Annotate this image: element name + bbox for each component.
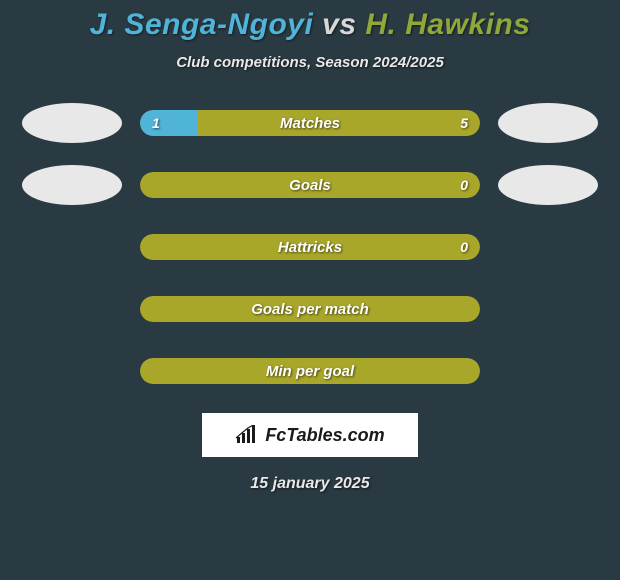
stat-bar: Goals per match bbox=[140, 296, 480, 322]
stat-label: Goals per match bbox=[140, 296, 480, 322]
stat-label: Hattricks bbox=[140, 234, 480, 260]
comparison-card: J. Senga-Ngoyi vs H. Hawkins Club compet… bbox=[0, 0, 620, 493]
stat-bar: Hattricks0 bbox=[140, 234, 480, 260]
vs-text: vs bbox=[322, 8, 356, 41]
stat-row: Goals per match bbox=[0, 289, 620, 329]
brand-logo: FcTables.com bbox=[235, 425, 384, 446]
stat-value-left: 1 bbox=[152, 110, 160, 136]
stat-label: Matches bbox=[140, 110, 480, 136]
subtitle: Club competitions, Season 2024/2025 bbox=[0, 54, 620, 71]
stat-value-right: 0 bbox=[460, 172, 468, 198]
stat-row: Matches1 5 bbox=[0, 103, 620, 143]
stat-label: Goals bbox=[140, 172, 480, 198]
player2-avatar bbox=[498, 165, 598, 205]
brand-box: FcTables.com bbox=[202, 413, 418, 457]
stat-row: Min per goal bbox=[0, 351, 620, 391]
player1-name: J. Senga-Ngoyi bbox=[90, 8, 314, 41]
player1-avatar bbox=[22, 165, 122, 205]
stat-bar: Matches1 5 bbox=[140, 110, 480, 136]
player2-name: H. Hawkins bbox=[365, 8, 530, 41]
stat-row: Goals0 bbox=[0, 165, 620, 205]
stat-bar: Goals0 bbox=[140, 172, 480, 198]
player1-avatar bbox=[22, 103, 122, 143]
stat-row: Hattricks0 bbox=[0, 227, 620, 267]
brand-text: FcTables.com bbox=[265, 425, 384, 446]
stat-value-right: 5 bbox=[460, 110, 468, 136]
chart-icon bbox=[235, 425, 261, 445]
stat-value-right: 0 bbox=[460, 234, 468, 260]
title: J. Senga-Ngoyi vs H. Hawkins bbox=[0, 8, 620, 42]
stat-bars: Matches15Goals0Hattricks0Goals per match… bbox=[0, 103, 620, 391]
stat-label: Min per goal bbox=[140, 358, 480, 384]
stat-bar: Min per goal bbox=[140, 358, 480, 384]
date-text: 15 january 2025 bbox=[0, 475, 620, 493]
player2-avatar bbox=[498, 103, 598, 143]
